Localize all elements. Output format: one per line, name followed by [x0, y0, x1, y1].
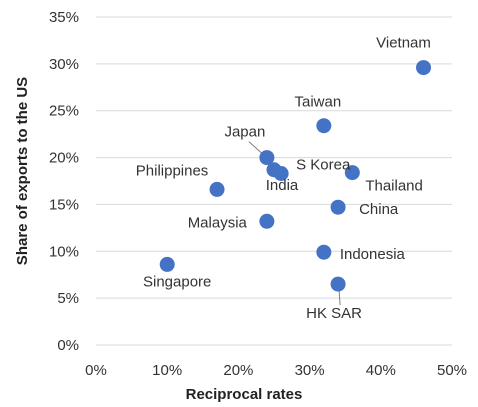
x-tick-label: 10%: [152, 362, 182, 379]
y-tick-label: 25%: [49, 103, 79, 120]
y-tick-label: 0%: [57, 337, 79, 354]
y-tick-label: 15%: [49, 196, 79, 213]
point-label: Japan: [224, 124, 265, 141]
x-tick-label: 0%: [85, 362, 107, 379]
y-tick-label: 30%: [49, 56, 79, 73]
data-point: [209, 181, 225, 197]
data-point: [266, 162, 282, 178]
data-point: [316, 244, 332, 260]
x-tick-label: 50%: [437, 362, 467, 379]
y-tick-label: 20%: [49, 150, 79, 167]
x-tick-label: 40%: [366, 362, 396, 379]
point-label: China: [359, 201, 399, 218]
data-point: [259, 213, 275, 229]
y-tick-label: 35%: [49, 9, 79, 26]
x-tick-label: 20%: [223, 362, 253, 379]
data-point: [330, 199, 346, 215]
point-label: Thailand: [365, 178, 423, 195]
point-label: Singapore: [143, 273, 211, 290]
data-point: [159, 256, 175, 272]
point-label: Malaysia: [188, 214, 248, 231]
y-tick-label: 10%: [49, 243, 79, 260]
point-label: S Korea: [296, 157, 351, 174]
y-tick-label: 5%: [57, 290, 79, 307]
y-axis-title: Share of exports to the US: [14, 77, 31, 265]
point-label: Vietnam: [376, 35, 431, 52]
data-point: [259, 150, 275, 166]
point-labels: Vietnam Taiwan Japan S Korea India Thailand Ph…: [136, 35, 431, 322]
data-point: [416, 60, 432, 76]
x-axis-ticks: 0% 10% 20% 30% 40% 50%: [85, 362, 467, 379]
leader-line: [338, 290, 341, 306]
data-point: [330, 276, 346, 292]
x-tick-label: 30%: [295, 362, 325, 379]
x-axis-title: Reciprocal rates: [186, 386, 303, 403]
y-axis-ticks: 0% 5% 10% 15% 20% 25% 30% 35%: [49, 9, 79, 354]
data-point: [316, 118, 332, 134]
point-label: Taiwan: [294, 94, 341, 111]
point-label: Philippines: [136, 162, 209, 179]
point-label: Indonesia: [340, 246, 406, 263]
data-points: [159, 60, 432, 292]
data-point: [344, 165, 360, 181]
point-label: India: [266, 177, 299, 194]
point-label: HK SAR: [306, 305, 362, 322]
